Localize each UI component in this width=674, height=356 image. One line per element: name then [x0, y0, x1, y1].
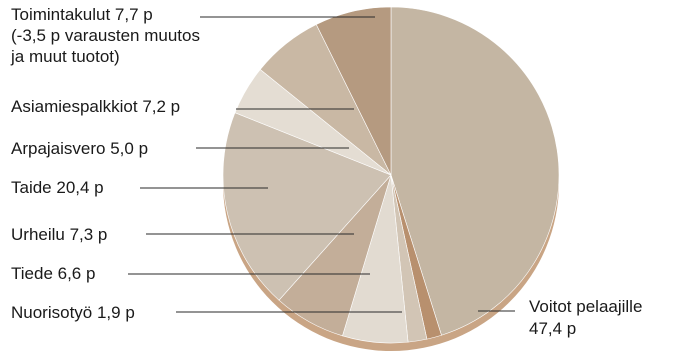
slice-label: Taide 20,4 p [11, 178, 104, 197]
slice-labels: Voitot pelaajille 47,4 p Nuorisotyö 1,9 p T… [10, 5, 642, 338]
pie-slices [222, 6, 560, 344]
pie-slice-toimintakulut [315, 6, 392, 176]
slice-label: Toimintakulut 7,7 p [11, 5, 153, 24]
slice-label: Voitot pelaajille [529, 297, 642, 316]
slice-label: Nuorisotyö 1,9 p [11, 303, 135, 322]
pie-slice-voitot-pelaajille [390, 6, 560, 336]
slice-label: (-3,5 p varausten muutos [11, 26, 200, 45]
slice-label: Arpajaisvero 5,0 p [11, 139, 148, 158]
pie-slice-taide [222, 112, 392, 301]
slice-label: Asiamiespalkkiot 7,2 p [11, 97, 180, 116]
slice-label: Tiede 6,6 p [11, 264, 95, 283]
slice-label: ja muut tuotot) [10, 47, 120, 66]
slice-label: 47,4 p [529, 319, 576, 338]
leader-lines [128, 16, 515, 313]
slice-label: Urheilu 7,3 p [11, 225, 107, 244]
